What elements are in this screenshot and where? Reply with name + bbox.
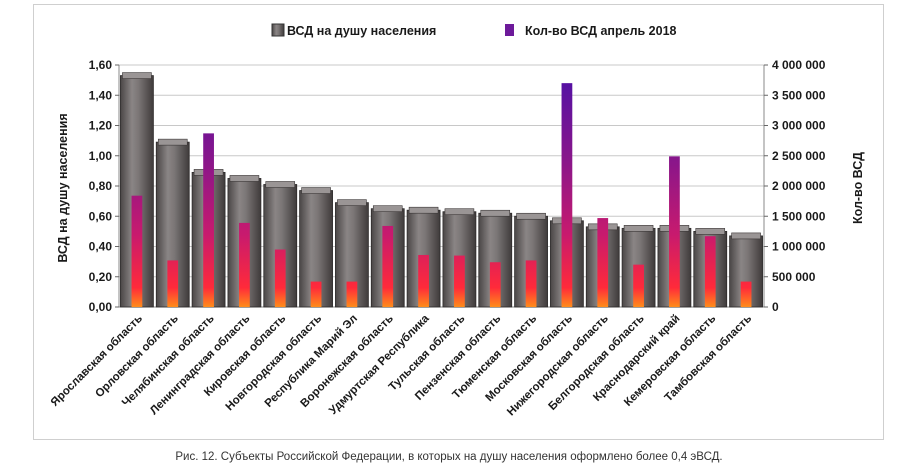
y-axis-right-title: Кол-во ВСД	[851, 152, 865, 224]
bar-series-b	[561, 83, 573, 308]
y-left-tick-label: 0,80	[89, 179, 113, 193]
legend-swatch-grey	[271, 23, 285, 37]
y-axis-right-ticks: 0 500 000 1 000 000 1 500 000 2 000 000 2 500…	[764, 58, 826, 314]
y-left-tick-label: 1,00	[89, 149, 113, 163]
bar-series-b	[525, 260, 537, 307]
bar-series-a	[729, 235, 763, 308]
bar-series-b	[167, 260, 179, 307]
bar-series-a-cap	[623, 225, 654, 232]
y-right-tick-label: 0	[772, 300, 779, 314]
bar-series-b	[704, 236, 716, 307]
y-axis-left-title: ВСД на душу населения	[56, 113, 70, 262]
bar-series-a-cap	[157, 138, 188, 146]
bar-series-a-cap	[516, 212, 546, 220]
legend: ВСД на душу населения Кол-во ВСД апрель …	[271, 23, 677, 38]
figure-caption: Рис. 12. Субъекты Российской Федерации, …	[175, 451, 723, 463]
legend-label-series-a: ВСД на душу населения	[287, 24, 436, 38]
bar-series-b	[131, 195, 143, 307]
y-left-tick-label: 1,40	[89, 88, 113, 102]
y-left-tick-label: 0,60	[89, 209, 113, 223]
y-right-tick-label: 1 500 000	[772, 209, 826, 223]
y-left-tick-label: 0,40	[89, 240, 113, 254]
bar-series-a-cap	[731, 232, 761, 240]
bar-series-b	[597, 218, 609, 307]
bar-series-b	[310, 281, 322, 307]
bar-series-a-cap	[372, 205, 403, 212]
bar-series-b	[669, 156, 680, 307]
bar-series-b	[454, 255, 465, 307]
legend-label-series-b: Кол-во ВСД апрель 2018	[525, 24, 677, 38]
bar-series-a-cap	[695, 228, 726, 235]
bar-series-b	[489, 262, 501, 307]
y-right-tick-label: 3 500 000	[772, 88, 826, 102]
y-right-tick-label: 1 000 000	[772, 240, 826, 254]
bar-series-a-cap	[122, 72, 152, 79]
y-left-tick-label: 1,60	[89, 58, 113, 72]
bar-series-a-cap	[337, 199, 367, 206]
series-a-bars	[120, 72, 763, 308]
bar-series-a-cap	[480, 209, 511, 217]
legend-swatch-purple	[505, 24, 514, 36]
bar-series-b	[274, 249, 286, 307]
bar-series-b	[633, 264, 644, 307]
chart-frame: ВСД на душу населения Кол-во ВСД апрель …	[33, 4, 884, 440]
y-right-tick-label: 500 000	[772, 270, 816, 284]
bar-series-b	[418, 254, 429, 307]
grid	[118, 64, 765, 308]
y-left-tick-label: 0,00	[89, 300, 113, 314]
bar-series-b	[740, 281, 752, 307]
y-axis-left-ticks: 0,00 0,20 0,40 0,60 0,80 1,00 1,20 1,40 1,60	[89, 58, 119, 314]
bar-series-b	[203, 133, 214, 307]
bar-series-b	[239, 222, 250, 307]
series-b-bars	[131, 83, 752, 308]
y-right-tick-label: 3 000 000	[772, 119, 826, 133]
bar-series-b	[346, 281, 358, 307]
bar-series-b	[382, 225, 394, 307]
bar-series-a-cap	[265, 181, 296, 188]
y-right-tick-label: 2 500 000	[772, 149, 826, 163]
y-right-tick-label: 4 000 000	[772, 58, 826, 72]
y-left-tick-label: 0,20	[89, 270, 113, 284]
y-right-tick-label: 2 000 000	[772, 179, 826, 193]
y-left-tick-label: 1,20	[89, 119, 113, 133]
bar-series-a-cap	[229, 175, 260, 182]
bar-series-a-cap	[301, 187, 331, 194]
chart: ВСД на душу населения Кол-во ВСД апрель …	[49, 23, 865, 418]
bar-series-a-cap	[444, 208, 475, 216]
bar-series-a-cap	[408, 206, 439, 214]
